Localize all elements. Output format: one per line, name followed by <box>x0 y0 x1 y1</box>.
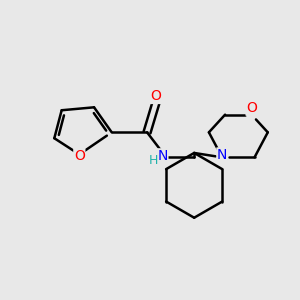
Text: H: H <box>148 154 158 167</box>
Text: N: N <box>217 148 227 162</box>
Text: O: O <box>74 149 85 163</box>
Text: O: O <box>246 101 257 115</box>
Text: N: N <box>158 149 168 163</box>
Text: O: O <box>151 89 161 103</box>
